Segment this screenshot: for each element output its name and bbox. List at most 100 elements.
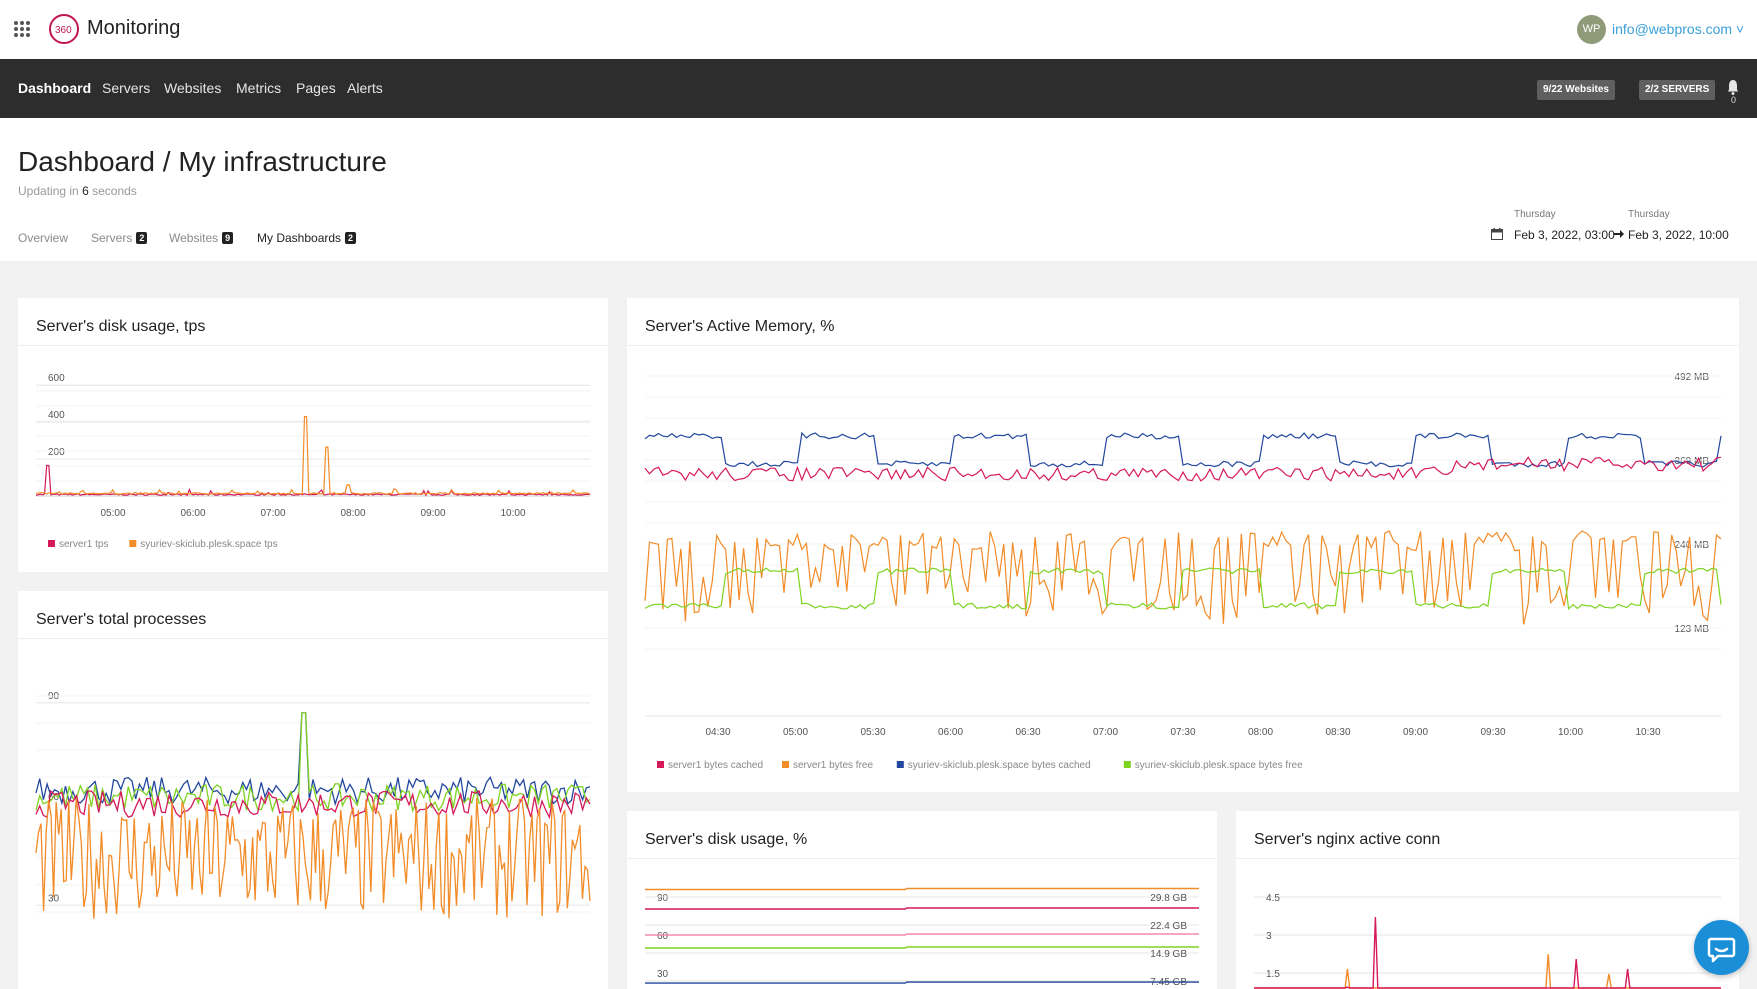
legend-label: server1 bytes free <box>793 760 873 771</box>
legend-label: server1 bytes cached <box>668 760 763 771</box>
legend-swatch <box>896 761 904 768</box>
x-tick-label: 05:00 <box>783 727 808 738</box>
calendar-icon[interactable] <box>1491 228 1503 240</box>
y-tick-label: 246 MB <box>1675 540 1710 551</box>
legend-label: server1 tps <box>59 539 108 550</box>
series-line <box>644 456 1722 482</box>
top-bar: 360 Monitoring WP info@webpros.com ˅ <box>0 0 1757 59</box>
x-tick-label: 06:00 <box>180 508 205 519</box>
bell-icon[interactable] <box>1727 79 1739 95</box>
chat-icon <box>1707 937 1736 963</box>
card-divider <box>627 858 1217 859</box>
y-tick-label: 369 MB <box>1675 456 1710 467</box>
y-tick-label: 29.8 GB <box>1150 893 1187 904</box>
monitoring-logo[interactable]: 360 <box>48 12 82 46</box>
page-header: Dashboard / My infrastructure Updating i… <box>0 118 1757 261</box>
card-divider <box>1236 858 1739 859</box>
x-tick-label: 05:00 <box>100 508 125 519</box>
nginx-chart[interactable]: 4.5 3 1.5 <box>1236 859 1739 989</box>
series-line <box>645 887 1199 891</box>
y-tick-label: 14.9 GB <box>1150 949 1187 960</box>
tab-overview[interactable]: Overview <box>18 231 68 245</box>
card-disk-tps: Server's disk usage, tps 600 400 200 05:00 0… <box>18 298 608 572</box>
y-tick-label: 90 <box>657 893 669 904</box>
card-divider <box>18 638 608 639</box>
x-tick-label: 08:00 <box>1248 727 1273 738</box>
tab-badge: 2 <box>136 232 148 244</box>
date-to-day: Thursday <box>1628 209 1670 220</box>
servers-count-badge[interactable]: 2/2 SERVERS <box>1639 80 1716 100</box>
app-grid-icon[interactable] <box>14 21 30 37</box>
svg-text:360: 360 <box>55 25 72 36</box>
x-tick-label: 08:30 <box>1325 727 1350 738</box>
x-tick-label: 09:00 <box>1403 727 1428 738</box>
series-line <box>645 946 1199 949</box>
legend-swatch <box>782 761 789 768</box>
x-tick-label: 10:30 <box>1635 727 1660 738</box>
x-tick-label: 07:00 <box>260 508 285 519</box>
nav-dashboard[interactable]: Dashboard <box>18 80 92 96</box>
card-title: Server's total processes <box>36 611 207 628</box>
y-tick-label: 600 <box>48 373 65 384</box>
nav-servers[interactable]: Servers <box>102 80 151 96</box>
series-line <box>35 797 591 919</box>
x-tick-label: 07:00 <box>1093 727 1118 738</box>
nav-pages[interactable]: Pages <box>296 80 336 96</box>
x-tick-label: 04:30 <box>705 727 730 738</box>
series-line <box>35 789 591 820</box>
y-tick-label: 492 MB <box>1675 372 1710 383</box>
y-tick-label: 60 <box>657 931 669 942</box>
card-nginx: Server's nginx active conn 4.5 3 1.5 <box>1236 811 1739 989</box>
tab-servers[interactable]: Servers 2 <box>91 231 148 245</box>
series-line <box>1254 953 1721 989</box>
card-divider <box>627 345 1739 346</box>
tab-websites[interactable]: Websites 9 <box>169 231 234 245</box>
tab-badge: 9 <box>222 232 234 244</box>
legend-swatch <box>48 540 55 547</box>
card-title: Server's disk usage, % <box>645 831 808 848</box>
series-line <box>35 712 591 807</box>
arrow-right-icon <box>1614 230 1624 238</box>
tab-label: Servers <box>91 231 133 245</box>
x-tick-label: 09:30 <box>1480 727 1505 738</box>
date-to[interactable]: Feb 3, 2022, 10:00 <box>1628 228 1729 242</box>
main-nav: Dashboard Servers Websites Metrics Pages… <box>0 59 1757 118</box>
nav-metrics[interactable]: Metrics <box>236 80 282 96</box>
websites-count-badge[interactable]: 9/22 Websites <box>1537 80 1615 100</box>
avatar[interactable]: WP <box>1577 15 1606 44</box>
date-from[interactable]: Feb 3, 2022, 03:00 <box>1514 228 1615 242</box>
legend-label: syuriev-skiclub.plesk.space tps <box>140 539 277 550</box>
date-from-day: Thursday <box>1514 209 1556 220</box>
series-line <box>35 712 591 814</box>
tab-my-dashboards[interactable]: My Dashboards 2 <box>257 231 357 245</box>
nav-alerts[interactable]: Alerts <box>347 80 383 96</box>
tab-label: My Dashboards <box>257 231 342 245</box>
x-tick-label: 06:00 <box>938 727 963 738</box>
series-line <box>645 981 1199 984</box>
update-prefix: Updating in <box>18 184 79 198</box>
page-title: Dashboard / My infrastructure <box>18 146 387 177</box>
legend-swatch <box>129 540 137 547</box>
tab-badge: 2 <box>345 232 357 244</box>
chat-button[interactable] <box>1694 920 1749 975</box>
user-menu[interactable]: info@webpros.com ˅ <box>1612 21 1745 37</box>
series-line <box>1254 916 1721 989</box>
series-line <box>645 907 1199 910</box>
memory-chart[interactable]: 492 MB 369 MB 246 MB 123 MB 04:30 05:00 05:30 0… <box>627 346 1739 792</box>
brand-name[interactable]: Monitoring <box>87 17 181 39</box>
y-tick-label: 30 <box>48 893 60 904</box>
card-title: Server's Active Memory, % <box>645 318 835 335</box>
nav-websites[interactable]: Websites <box>164 80 222 96</box>
tps-chart[interactable]: 600 400 200 05:00 06:00 07:00 08:00 09:00 10:00 s… <box>18 346 608 572</box>
update-status: Updating in 6 seconds <box>18 184 137 198</box>
series-line <box>644 530 1722 625</box>
card-divider <box>18 345 608 346</box>
legend-label: syuriev-skiclub.plesk.space bytes cached <box>908 760 1091 771</box>
y-tick-label: 30 <box>657 969 669 980</box>
card-disk-percent: Server's disk usage, % 90 60 30 29.8 GB 22.4… <box>627 811 1217 989</box>
series-line <box>35 464 591 497</box>
x-tick-label: 10:00 <box>500 508 525 519</box>
y-tick-label: 400 <box>48 410 65 421</box>
